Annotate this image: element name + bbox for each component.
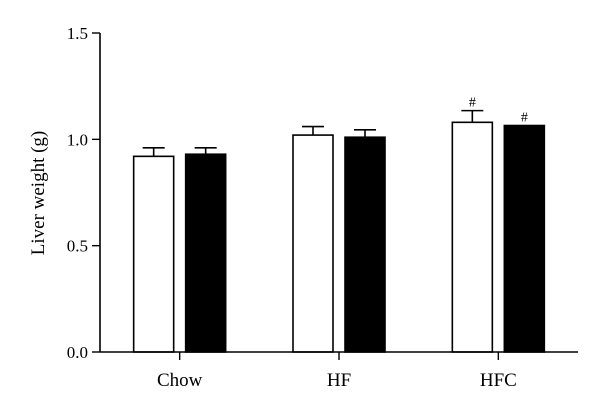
x-tick-label-2: HFC xyxy=(480,370,517,391)
bars: ## xyxy=(132,96,546,353)
bar-2-1 xyxy=(503,124,546,353)
bar-1-0 xyxy=(292,134,334,353)
bar-0-1 xyxy=(184,153,227,353)
y-tick-label-1: 0.5 xyxy=(67,237,88,256)
annotation-2-0: # xyxy=(469,96,476,111)
x-tick-label-0: Chow xyxy=(157,370,203,391)
bar-2-0 xyxy=(451,121,494,353)
x-tick-label-1: HF xyxy=(327,370,351,391)
y-tick-label-2: 1.0 xyxy=(67,130,88,149)
y-axis-ticks: 0.0 0.5 1.0 1.5 xyxy=(67,24,100,362)
bar-1-1 xyxy=(344,136,386,353)
y-tick-label-3: 1.5 xyxy=(67,24,88,43)
annotation-2-1: # xyxy=(521,111,528,126)
bar-0-0 xyxy=(132,155,175,353)
x-axis-categories: Chow HF HFC xyxy=(157,352,517,391)
y-axis-label: Liver weight (g) xyxy=(28,131,49,256)
y-tick-label-0: 0.0 xyxy=(67,343,88,362)
